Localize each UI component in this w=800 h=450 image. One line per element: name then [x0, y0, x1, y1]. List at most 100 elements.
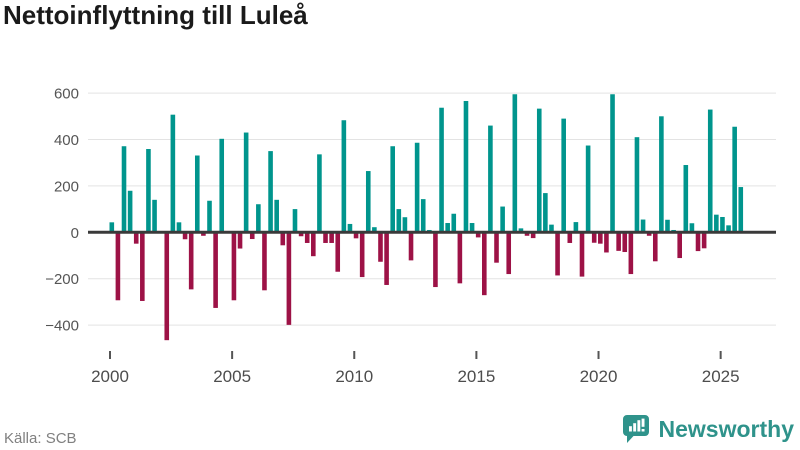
bar	[243, 132, 249, 233]
newsworthy-chart-bubble-icon	[622, 415, 649, 443]
bar	[372, 227, 377, 233]
bar	[695, 232, 701, 252]
bar	[463, 100, 469, 233]
bar	[109, 222, 115, 233]
bar	[665, 219, 670, 233]
bar	[140, 232, 145, 301]
bar	[500, 206, 505, 233]
x-tick-label: 2010	[335, 367, 373, 386]
bar	[329, 232, 334, 243]
bar	[353, 232, 359, 239]
bar	[304, 232, 310, 243]
bar	[359, 232, 365, 278]
bar	[292, 209, 298, 233]
bar	[188, 232, 194, 290]
bar	[390, 146, 395, 233]
bar	[677, 232, 682, 259]
y-tick-label: 400	[54, 132, 79, 149]
bar	[317, 154, 322, 233]
bar	[738, 187, 744, 233]
bar	[634, 137, 640, 233]
bar	[201, 232, 206, 236]
source-label: Källa: SCB	[4, 430, 77, 447]
bar	[591, 232, 597, 243]
x-tick-label: 2025	[702, 367, 740, 386]
bar	[543, 193, 548, 233]
bar	[585, 145, 591, 233]
bar	[286, 232, 292, 325]
bar	[384, 232, 389, 285]
bar	[268, 151, 273, 233]
brand-name: Newsworthy	[658, 415, 794, 442]
x-tick-label: 2000	[91, 367, 129, 386]
bar	[347, 223, 353, 233]
y-tick-label: −400	[45, 318, 79, 335]
bar	[152, 199, 157, 233]
bar	[365, 171, 371, 233]
bar	[652, 232, 658, 262]
bar	[518, 228, 524, 233]
bar	[494, 232, 499, 263]
bar	[237, 232, 243, 249]
bar	[475, 232, 481, 238]
bar	[414, 142, 420, 233]
bar	[555, 232, 560, 276]
bar	[341, 120, 347, 233]
bar	[280, 232, 286, 246]
bar	[451, 213, 457, 233]
bar	[482, 232, 487, 296]
bar	[170, 114, 176, 233]
bar	[219, 138, 225, 233]
bar	[610, 94, 615, 233]
bar	[683, 165, 689, 233]
x-tick-label: 2020	[580, 367, 618, 386]
chart-title: Nettoinflyttning till Luleå	[3, 0, 308, 30]
bar	[396, 209, 402, 233]
x-tick-label: 2015	[457, 367, 495, 386]
bar	[726, 225, 731, 233]
bar	[524, 232, 530, 236]
bar	[115, 232, 121, 301]
bar	[714, 214, 719, 233]
bar	[164, 232, 170, 341]
bar	[561, 118, 566, 233]
bar	[616, 232, 621, 251]
bar	[335, 232, 341, 272]
y-tick-label: −200	[45, 271, 79, 288]
bar	[469, 223, 475, 233]
bar	[720, 216, 725, 233]
bar	[707, 109, 713, 233]
bar	[311, 232, 316, 257]
bar	[402, 217, 408, 233]
bar	[133, 232, 139, 244]
bar	[274, 199, 279, 233]
newsworthy-logo: Newsworthy	[622, 413, 794, 445]
x-tick-label: 2005	[213, 367, 251, 386]
bar	[622, 232, 628, 253]
bar	[598, 232, 603, 244]
bar	[207, 200, 212, 233]
bar	[567, 232, 573, 243]
y-tick-label: 200	[54, 178, 79, 195]
bar	[536, 108, 542, 233]
bar	[701, 232, 707, 249]
bar	[213, 232, 218, 308]
bar	[176, 222, 182, 233]
bar	[378, 232, 383, 262]
bar	[121, 146, 127, 233]
y-tick-label: 600	[54, 86, 79, 103]
bar	[646, 232, 652, 236]
bar	[573, 222, 579, 233]
bar	[512, 94, 518, 233]
bar	[408, 232, 414, 261]
bar	[231, 232, 237, 301]
bar	[457, 232, 463, 284]
bar	[659, 116, 664, 233]
bar	[146, 149, 151, 233]
bar	[488, 125, 493, 233]
bar	[549, 224, 554, 233]
bar	[689, 223, 695, 233]
bar	[298, 232, 304, 237]
